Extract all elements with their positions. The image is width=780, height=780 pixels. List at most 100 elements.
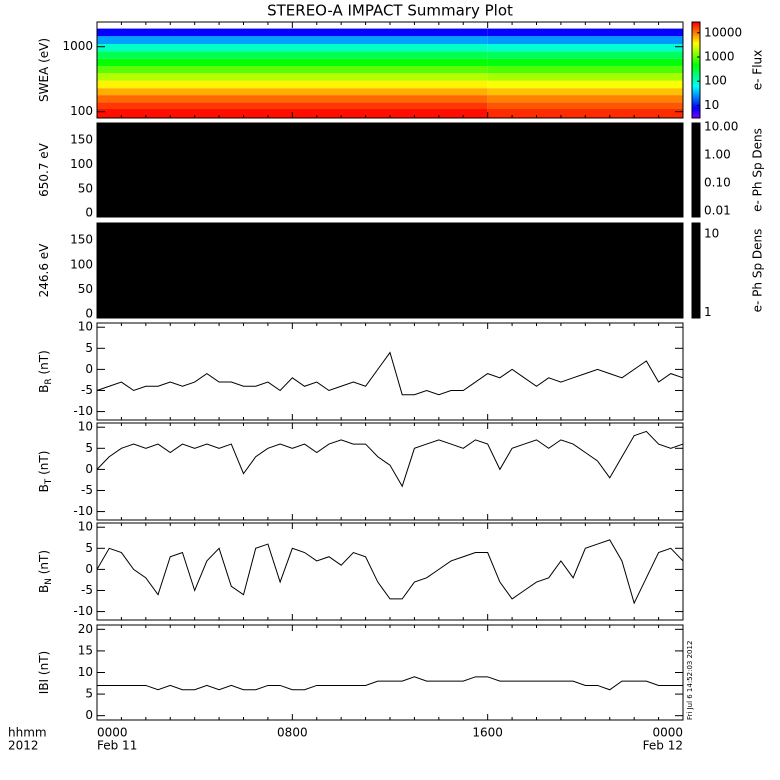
colorbar-step xyxy=(692,22,700,24)
colorbar-fill xyxy=(692,223,700,318)
colorbar-label: e- Ph Sp Dens xyxy=(751,229,765,313)
y-tick-label: 10 xyxy=(78,520,93,534)
colorbar-step xyxy=(692,95,700,98)
colorbar-step xyxy=(692,56,700,59)
y-tick-label: 5 xyxy=(85,341,93,355)
year-label: 2012 xyxy=(8,739,39,753)
y-tick-label: 0 xyxy=(85,462,93,476)
y-tick-label: 100 xyxy=(70,104,93,118)
colorbar-step xyxy=(692,79,700,81)
colorbar-step xyxy=(692,86,700,89)
spectrogram-cell xyxy=(487,80,683,89)
colorbar-step xyxy=(692,85,700,87)
y-axis-label-text: B xyxy=(37,385,51,393)
data-line xyxy=(96,351,684,396)
y-axis-label-text: 650.7 eV xyxy=(37,142,51,197)
colorbar-tick-label: 10000 xyxy=(704,25,742,39)
colorbar-tick-label: 100 xyxy=(704,74,727,88)
y-axis-label: BT (nT) xyxy=(37,451,54,493)
colorbar-step xyxy=(692,100,700,102)
colorbar-step xyxy=(692,82,700,84)
chart-title: STEREO-A IMPACT Summary Plot xyxy=(267,2,513,20)
y-axis-label-text: SWEA (eV) xyxy=(37,38,51,102)
colorbar-frame xyxy=(691,21,701,119)
y-tick-label: 10 xyxy=(78,320,93,334)
y-axis-label: 650.7 eV xyxy=(37,142,51,197)
colorbar-tick-label: 1.00 xyxy=(704,147,731,161)
colorbar-step xyxy=(692,32,700,35)
colorbar-step xyxy=(692,112,700,114)
colorbar-step xyxy=(692,47,700,50)
y-axis-label-units: (nT) xyxy=(37,350,51,378)
colorbar-step xyxy=(692,67,700,69)
colorbar-step xyxy=(692,28,700,30)
x-date-label: Feb 12 xyxy=(643,739,683,753)
colorbar-step xyxy=(692,106,700,108)
colorbar-step xyxy=(692,73,700,75)
colorbar-tick-label: 1000 xyxy=(704,49,735,63)
colorbar-step xyxy=(692,62,700,65)
colorbar-step xyxy=(692,89,700,92)
y-tick-label: -5 xyxy=(81,483,93,497)
y-tick-label: 50 xyxy=(78,282,93,296)
spectrogram-cell xyxy=(487,88,683,96)
colorbar-tick-label: 10.00 xyxy=(704,120,738,134)
y-axis-label-text: 246.6 eV xyxy=(37,243,51,298)
colorbar-step xyxy=(692,104,700,107)
colorbar-step xyxy=(692,113,700,116)
y-axis-label-units: (nT) xyxy=(37,451,51,479)
colorbar-step xyxy=(692,59,700,62)
y-axis-label-text: B xyxy=(37,484,51,492)
y-axis-label-sub: T xyxy=(44,478,54,485)
y-tick-label: 100 xyxy=(70,157,93,171)
y-tick-label: 0 xyxy=(85,562,93,576)
colorbar-step xyxy=(692,34,700,36)
spectrogram-cell xyxy=(487,58,683,67)
y-tick-label: 5 xyxy=(85,687,93,701)
x-tick-label: 1600 xyxy=(472,726,503,740)
colorbar-step xyxy=(692,61,700,63)
colorbar-step xyxy=(692,80,700,83)
colorbar-step xyxy=(692,29,700,32)
colorbar-frame xyxy=(691,122,701,218)
colorbar-step xyxy=(692,101,700,104)
colorbar-step xyxy=(692,107,700,110)
colorbar-label: e- Flux xyxy=(751,50,765,90)
colorbar-step xyxy=(692,25,700,27)
colorbar-step xyxy=(692,23,700,26)
colorbar-frame xyxy=(691,222,701,319)
colorbar-step xyxy=(692,53,700,56)
y-tick-label: -10 xyxy=(73,604,93,618)
colorbar-tick-label: 0.01 xyxy=(704,203,731,217)
y-tick-label: 0 xyxy=(85,307,93,321)
colorbar-step xyxy=(692,97,700,99)
y-tick-label: -5 xyxy=(81,583,93,597)
colorbar-step xyxy=(692,40,700,42)
colorbar-step xyxy=(692,50,700,53)
colorbar-step xyxy=(692,37,700,39)
colorbar-step xyxy=(692,92,700,95)
y-tick-label: 15 xyxy=(78,643,93,657)
colorbar-step xyxy=(692,103,700,105)
y-axis-label-units: (nT) xyxy=(37,550,51,578)
y-axis-label-sub: N xyxy=(44,578,54,585)
spectrogram-cell xyxy=(97,36,488,45)
y-tick-label: 10 xyxy=(78,420,93,434)
y-tick-label: 1000 xyxy=(62,39,93,53)
colorbar-label: e- Ph Sp Dens xyxy=(751,128,765,212)
y-axis-label-sub: R xyxy=(44,378,54,384)
panel-fill xyxy=(97,223,683,318)
spectrogram-cell xyxy=(487,109,683,118)
colorbar-step xyxy=(692,44,700,47)
colorbar-step xyxy=(692,110,700,113)
spectrogram-cell xyxy=(487,36,683,45)
y-tick-label: -10 xyxy=(73,504,93,518)
y-axis-label: BN (nT) xyxy=(37,550,54,593)
y-tick-label: 0 xyxy=(85,708,93,722)
y-axis-label-text: B xyxy=(37,585,51,593)
time-label: hhmm xyxy=(8,726,47,740)
spectrogram-cell xyxy=(97,58,488,67)
panel-fill xyxy=(97,123,683,217)
y-tick-label: -5 xyxy=(81,383,93,397)
colorbar-step xyxy=(692,70,700,72)
